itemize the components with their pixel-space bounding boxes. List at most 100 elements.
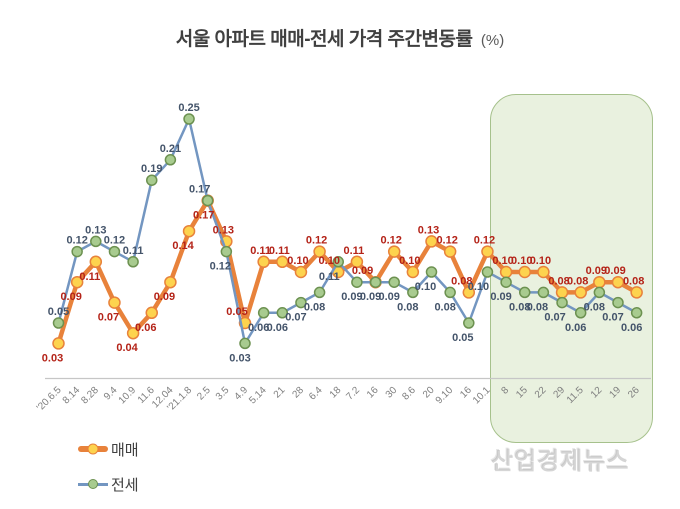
sale-data-label: 0.09 — [154, 291, 175, 303]
x-tick-label: 8 — [500, 385, 512, 397]
jeonse-point — [574, 307, 587, 319]
sale-data-label: 0.14 — [172, 240, 194, 252]
jeonse-data-label: 0.06 — [248, 322, 269, 334]
sale-point — [52, 337, 65, 350]
watermark: 산업경제뉴스 — [491, 448, 630, 475]
x-tick-label: 16 — [365, 385, 381, 401]
sale-data-label: 0.11 — [79, 271, 100, 283]
x-tick-label: 10.1 — [471, 385, 493, 407]
x-tick-label: 18 — [328, 385, 344, 401]
sale-data-label: 0.10 — [530, 255, 551, 267]
x-tick-label: 22 — [533, 385, 549, 401]
jeonse-data-label: 0.12 — [66, 235, 87, 247]
jeonse-point — [52, 317, 65, 329]
jeonse-point — [369, 276, 382, 288]
x-tick-label: 7.2 — [344, 385, 362, 403]
sale-point — [443, 245, 457, 258]
jeonse-data-label: 0.08 — [304, 301, 325, 313]
sale-point — [630, 286, 643, 299]
jeonse-point — [444, 286, 456, 299]
jeonse-data-label: 0.08 — [584, 301, 605, 313]
jeonse-data-label: 0.07 — [602, 312, 623, 324]
sale-data-label: 0.04 — [116, 342, 138, 354]
x-tick-label: 15 — [514, 385, 530, 401]
jeonse-point — [630, 307, 643, 319]
x-tick-label: 10.9 — [117, 385, 139, 407]
sale-point — [89, 255, 103, 269]
jeonse-point — [388, 276, 400, 288]
jeonse-data-label: 0.17 — [189, 184, 210, 196]
jeonse-point — [71, 245, 83, 258]
sale-data-label: 0.11 — [250, 245, 271, 257]
x-tick-label: 21 — [272, 385, 288, 401]
chart-title-text: 서울 아파트 매매-전세 가격 주간변동률 — [175, 29, 473, 50]
jeonse-point — [556, 296, 568, 309]
jeonse-data-label: 0.11 — [123, 245, 144, 257]
jeonse-data-label: 0.08 — [509, 301, 530, 313]
sale-point — [182, 224, 196, 238]
x-tick-label: 28 — [290, 385, 306, 401]
sale-data-label: 0.09 — [352, 265, 373, 277]
jeonse-data-label: 0.09 — [490, 291, 511, 303]
sale-data-label: 0.09 — [604, 265, 625, 277]
legend-item-jeonse: 전세 — [78, 471, 139, 497]
sale-data-label: 0.10 — [319, 255, 340, 267]
x-tick-label: 8.14 — [61, 385, 83, 407]
sale-data-label: 0.05 — [226, 306, 247, 318]
jeonse-point — [481, 266, 494, 278]
x-tick-label: 9.10 — [434, 385, 456, 407]
sale-data-label: 0.12 — [436, 235, 457, 247]
jeonse-point — [108, 245, 121, 258]
x-tick-label: 19 — [607, 385, 623, 401]
sale-point — [593, 275, 606, 289]
sale-point — [425, 235, 438, 248]
jeonse-data-label: 0.12 — [210, 261, 231, 273]
jeonse-point — [183, 113, 195, 125]
legend: 매매 전세 — [78, 436, 139, 506]
sale-data-label: 0.08 — [548, 275, 569, 287]
jeonse-point — [146, 174, 158, 186]
jeonse-data-label: 0.11 — [319, 271, 340, 283]
x-tick-label: 2.5 — [195, 385, 213, 403]
sale-data-label: 0.11 — [343, 245, 364, 257]
jeonse-point — [201, 194, 214, 207]
jeonse-point — [164, 154, 177, 166]
jeonse-point — [257, 307, 270, 319]
jeonse-data-label: 0.09 — [360, 291, 381, 303]
chart-title-unit: (%) — [480, 32, 505, 49]
sale-point — [313, 245, 326, 258]
sale-point — [145, 306, 158, 320]
sale-point — [462, 286, 476, 299]
sale-data-label: 0.06 — [135, 322, 156, 334]
jeonse-data-label: 0.07 — [285, 312, 306, 324]
sale-data-label: 0.12 — [306, 235, 327, 247]
jeonse-point — [425, 266, 438, 278]
sale-point — [537, 265, 550, 279]
sale-point — [70, 275, 84, 289]
sale-data-label: 0.12 — [380, 235, 401, 247]
jeonse-data-label: 0.09 — [341, 291, 362, 303]
sale-point — [574, 286, 587, 299]
jeonse-data-label: 0.19 — [141, 163, 162, 175]
jeonse-point — [612, 296, 624, 309]
sale-point — [294, 265, 308, 279]
sale-point — [518, 265, 531, 279]
jeonse-point — [239, 337, 251, 350]
jeonse-data-label: 0.25 — [178, 102, 199, 114]
sale-data-label: 0.17 — [193, 210, 214, 222]
sale-point — [257, 255, 270, 269]
jeonse-data-label: 0.10 — [415, 281, 436, 293]
jeonse-point — [276, 307, 289, 319]
highlight-region — [490, 94, 653, 443]
jeonse-point — [519, 286, 531, 299]
jeonse-data-label: 0.13 — [85, 224, 106, 236]
x-tick-label: 12 — [589, 385, 605, 401]
legend-label-sale: 매매 — [111, 441, 139, 459]
jeonse-point — [407, 286, 419, 299]
sale-data-label: 0.10 — [511, 255, 532, 267]
sale-series-marker-icon — [87, 443, 99, 455]
sale-point — [108, 296, 121, 309]
x-tick-label: 6.4 — [307, 385, 325, 403]
jeonse-series-marker-icon — [88, 479, 98, 489]
